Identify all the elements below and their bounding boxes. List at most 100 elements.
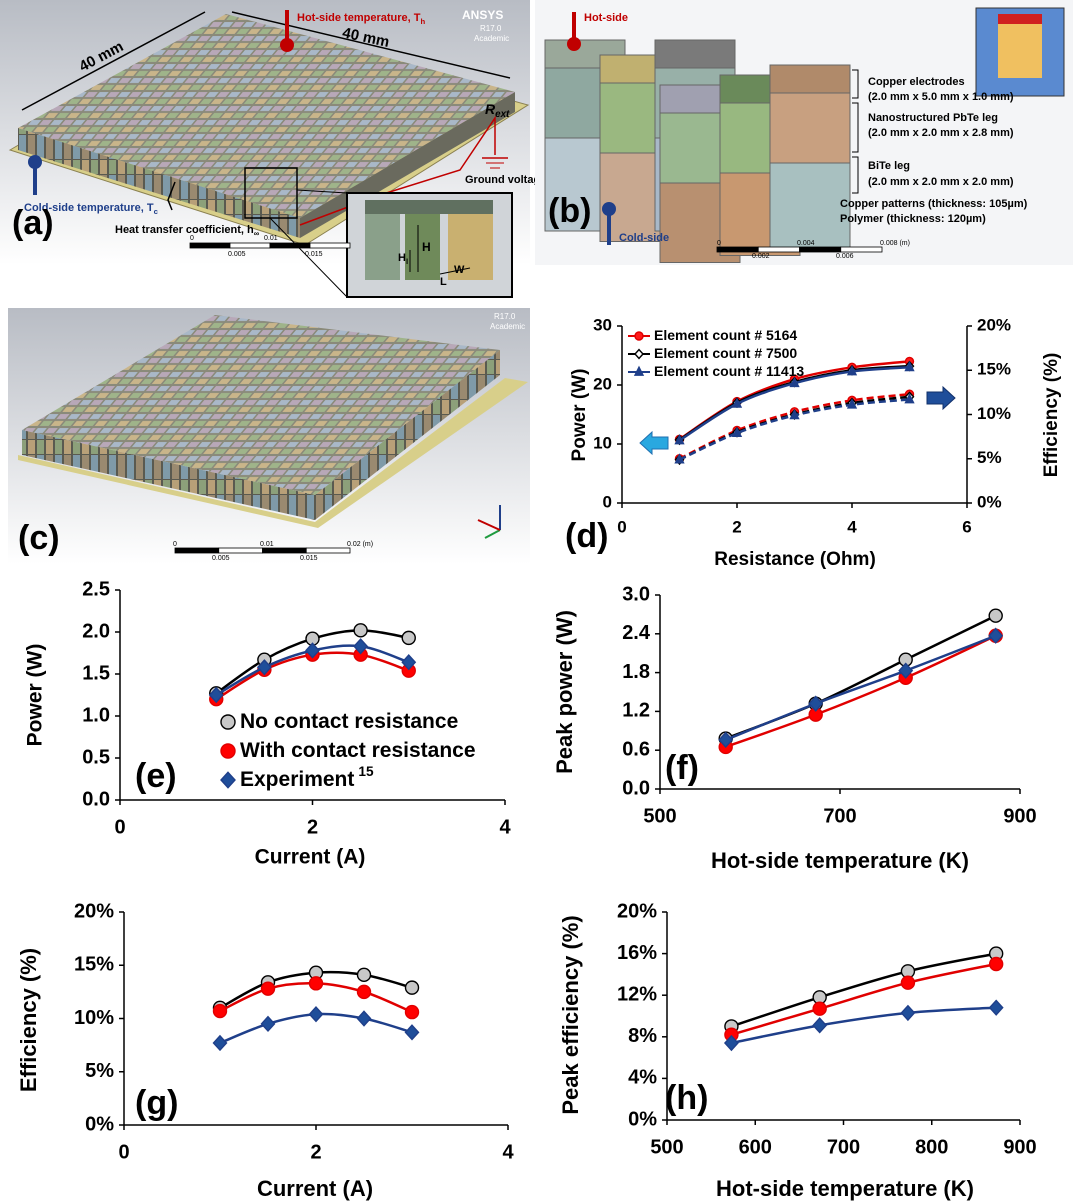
part-label: (2.0 mm x 2.0 mm x 2.8 mm) [868,127,1014,139]
marker [813,1018,826,1032]
y-tick-label: 20% [74,900,114,922]
scale-label: 0.015 [300,555,318,562]
y-tick-label: 1.2 [622,700,650,722]
version-label: R17.0 [494,312,516,321]
y2-tick-label: 15% [977,360,1011,379]
x-tick-label: 700 [827,1136,860,1158]
axis-arrow-right [927,387,955,409]
x-tick-label: 500 [643,805,676,827]
y-tick-label: 0.0 [82,788,110,810]
panel-label: (c) [18,519,60,557]
figure: 40 mm40 mmHot-side temperature, ThANSYSR… [0,0,1073,1203]
x-tick-label: 4 [847,517,857,536]
scale-label: 0.01 [264,235,278,242]
scale-label: 0.004 [797,240,815,247]
part-label: (2.0 mm x 2.0 mm x 2.0 mm) [868,176,1014,188]
scale-bar-segment [800,247,841,252]
scale-label: 0.005 [228,251,246,258]
y-tick-label: 2.5 [82,578,110,600]
scale-label: 0.002 [752,253,770,260]
x-tick-label: 2 [310,1141,321,1163]
y2-tick-label: 10% [977,404,1011,423]
pbte-leg [770,93,850,163]
heat-transfer-label-main: Heat transfer coefficient, h [115,224,254,236]
y-tick-label: 0% [628,1108,657,1130]
software-label: ANSYS [462,8,503,22]
marker [262,1017,275,1031]
marker [901,1006,914,1020]
part-label: Copper patterns (thickness: 105µm) [840,198,1028,210]
y-tick-label: 0% [85,1113,114,1135]
y-tick-label: 5% [85,1060,114,1082]
y-tick-label: 0 [603,492,612,511]
series-line [680,397,910,460]
axis-arrow-left [640,432,668,454]
marker [310,977,323,990]
legend-entry: Element count # 5164 [654,327,797,343]
hot-side-label-main: Hot-side temperature, T [297,12,421,24]
scale-label: 0 [173,541,177,548]
legend-marker [635,332,643,340]
legend-label: Experiment [240,768,354,791]
scale-label: 0.005 [212,555,230,562]
legend-label: Element count # 5164 [654,327,797,343]
marker [262,982,275,995]
x-tick-label: 4 [502,1141,514,1163]
y-tick-label: 16% [617,942,657,964]
scale-bar-segment [306,548,350,553]
x-tick-label: 900 [1003,1136,1036,1158]
marker [813,1002,826,1015]
heat-transfer-label-sub: ∞ [254,229,259,238]
y-axis-label: Peak efficiency (%) [558,915,583,1114]
x-axis-label: Current (A) [255,846,366,869]
panel-label: (h) [665,1079,708,1117]
version-label: R17.0 [480,24,502,33]
legend-entry: Element count # 7500 [654,345,797,361]
inset-label: L [440,276,447,288]
electrode [770,65,850,93]
panel-label: (b) [548,192,591,230]
x-axis-label: Resistance (Ohm) [714,549,876,570]
legend-entry: Element count # 11413 [654,363,804,379]
x-tick-label: 4 [499,816,511,838]
cold-probe-tip [602,202,616,216]
scale-label: 0.02 (m) [347,541,373,548]
y-tick-label: 0.5 [82,746,110,768]
scale-label: 0 [717,240,721,247]
x-tick-label: 800 [915,1136,948,1158]
bite-leg [770,163,850,249]
series-line [680,394,910,459]
y-tick-label: 10 [593,433,612,452]
x-tick-label: 900 [1003,805,1036,827]
y-tick-label: 10% [74,1007,114,1029]
legend-reference: 15 [358,764,374,779]
y-tick-label: 12% [617,983,657,1005]
x-tick-label: 700 [823,805,856,827]
y-axis-label: Power (W) [569,369,590,462]
marker [214,1005,227,1018]
panel-label: (g) [135,1084,178,1122]
legend-label: No contact resistance [240,710,458,733]
legend-entry: No contact resistance [240,710,458,733]
y2-tick-label: 0% [977,492,1002,511]
x-axis-label: Hot-side temperature (K) [716,1176,974,1201]
marker [358,968,371,981]
marker [406,1006,419,1019]
electrode [655,40,735,68]
y2-tick-label: 5% [977,448,1002,467]
x-tick-label: 0 [617,517,626,536]
series-line [731,954,996,1027]
cold-side-label: Cold-side [619,232,669,244]
hot-probe-tip [567,37,581,51]
marker [901,976,914,989]
scale-bar-segment [219,548,263,553]
license-label: Academic [490,322,525,331]
y-tick-label: 4% [628,1067,657,1089]
scale-label: 0.015 [305,251,323,258]
inset-electrode [365,200,493,214]
inset-label-sub: l [406,257,408,266]
scale-bar-segment [310,243,350,248]
part-label: BiTe leg [868,160,910,172]
scale-bar-segment [230,243,270,248]
scale-bar-segment [717,247,758,252]
